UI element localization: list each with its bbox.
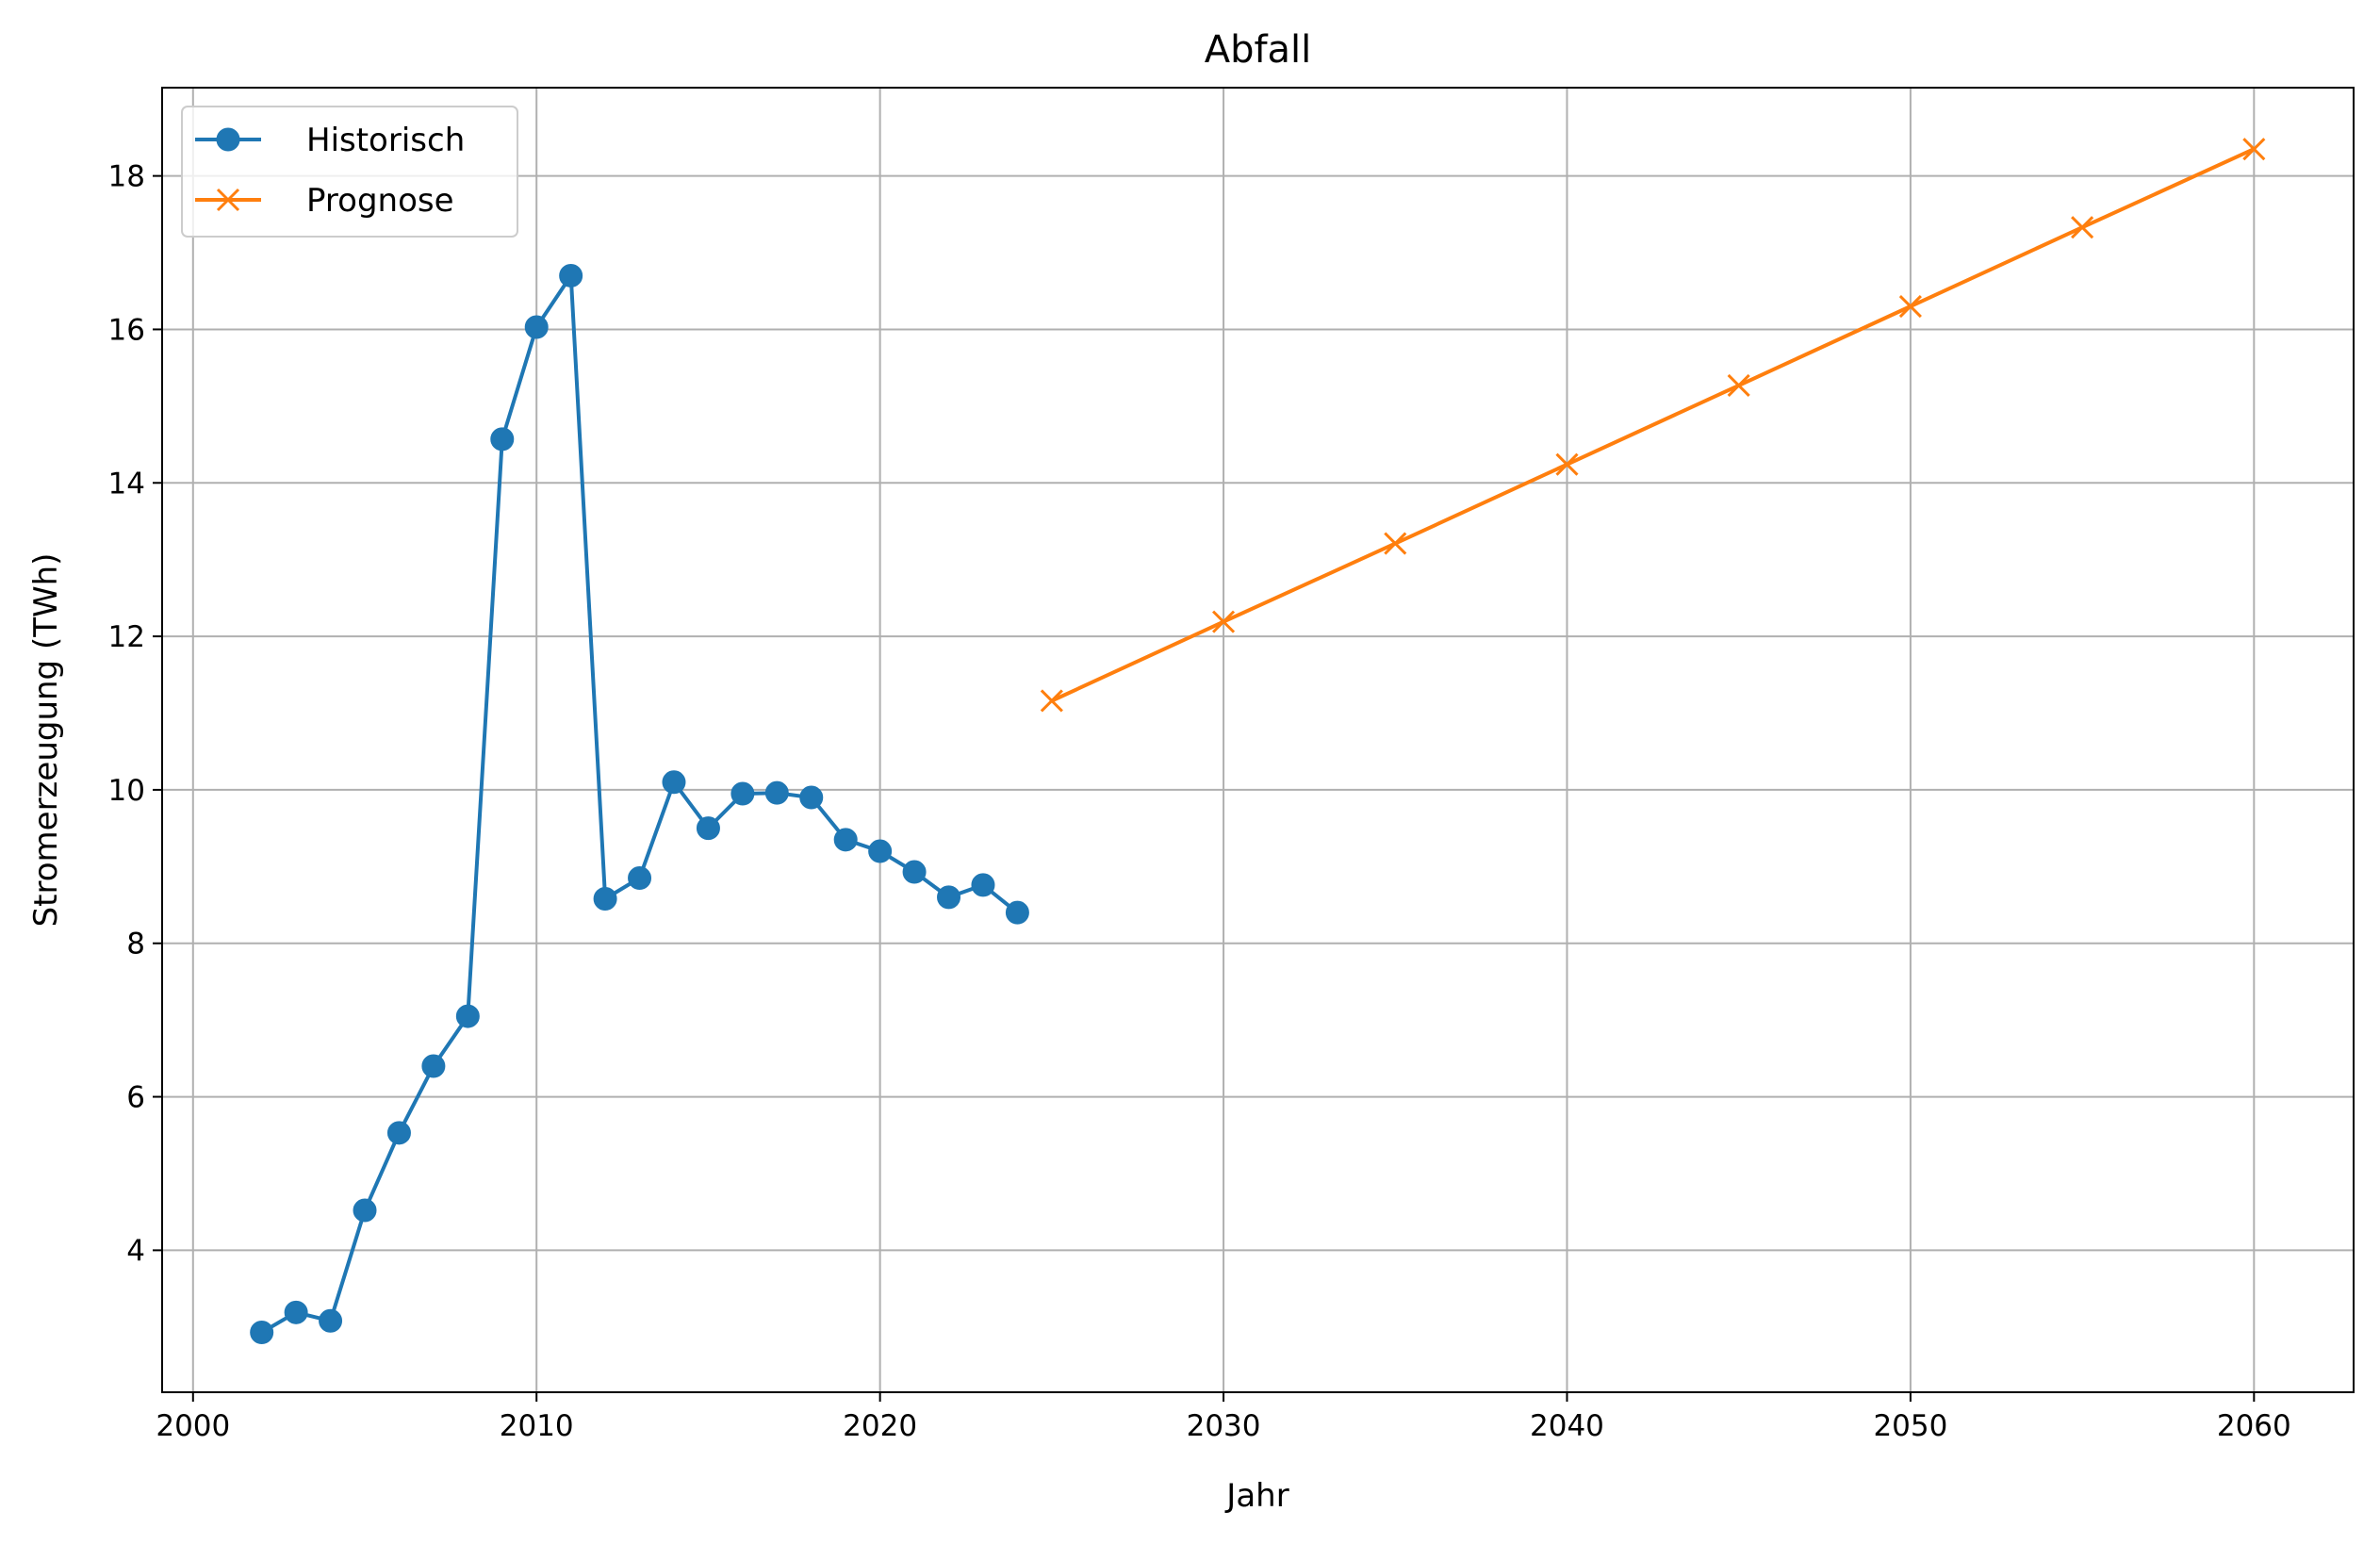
legend-marker: [216, 188, 240, 212]
data-point: [799, 785, 824, 810]
data-point: [628, 866, 652, 891]
x-tick-label: 2020: [843, 1409, 917, 1443]
legend-label: Prognose: [306, 182, 454, 220]
data-point: [1555, 452, 1579, 476]
x-tick-label: 2060: [2217, 1409, 2291, 1443]
data-point: [2242, 138, 2266, 161]
series-1: [1040, 138, 2266, 713]
data-point: [319, 1308, 343, 1333]
data-point: [2071, 216, 2094, 239]
y-tick-label: 18: [108, 160, 145, 194]
x-tick-label: 2030: [1187, 1409, 1261, 1443]
chart-title: Abfall: [1205, 28, 1312, 72]
legend: Historisch Prognose: [181, 106, 518, 238]
data-point: [455, 1004, 480, 1028]
series-layer: [250, 138, 2266, 1344]
y-tick-label: 16: [108, 313, 145, 347]
x-tick-label: 2050: [1873, 1409, 1947, 1443]
data-point: [284, 1300, 308, 1324]
x-tick-label: 2040: [1530, 1409, 1604, 1443]
ticks: 2000 2010 2020 2030 2040 2050 2060 4 6 8 10 12 14 16 1…: [108, 160, 2291, 1443]
legend-marker: [216, 127, 240, 152]
data-point: [1005, 900, 1029, 925]
y-tick-label: 6: [126, 1081, 145, 1115]
data-point: [353, 1198, 377, 1223]
x-tick-label: 2000: [156, 1409, 230, 1443]
legend-item: Prognose: [195, 182, 454, 220]
x-axis-label: Jahr: [1224, 1477, 1288, 1515]
data-point: [524, 315, 549, 339]
data-point: [902, 860, 927, 884]
data-point: [833, 828, 858, 852]
y-tick-label: 4: [126, 1234, 145, 1268]
y-tick-label: 10: [108, 774, 145, 808]
data-point: [662, 770, 686, 795]
data-point: [1898, 294, 1922, 319]
legend-box: [181, 106, 518, 238]
data-point: [868, 839, 893, 863]
y-tick-label: 8: [126, 928, 145, 961]
data-point: [937, 885, 961, 910]
y-axis-label: Stromerzeugung (TWh): [27, 553, 65, 928]
data-point: [386, 1121, 411, 1145]
x-tick-label: 2010: [500, 1409, 574, 1443]
series-0: [250, 263, 1029, 1344]
data-point: [730, 781, 755, 806]
y-tick-label: 12: [108, 620, 145, 654]
plot-frame: [161, 87, 2355, 1393]
data-point: [1727, 373, 1750, 397]
data-point: [1040, 689, 1063, 713]
data-point: [971, 873, 995, 897]
y-tick-label: 14: [108, 467, 145, 501]
data-point: [1384, 532, 1407, 555]
legend-item: Historisch: [195, 122, 465, 159]
legend-label: Historisch: [306, 122, 465, 159]
series-line-1: [1050, 147, 2256, 703]
data-point: [559, 263, 583, 287]
data-point: [764, 780, 789, 805]
data-point: [696, 816, 720, 841]
data-point: [421, 1054, 446, 1078]
data-point: [1211, 610, 1236, 633]
data-point: [250, 1320, 274, 1344]
grid: [162, 88, 2354, 1392]
data-point: [490, 427, 515, 452]
data-point: [593, 887, 617, 912]
